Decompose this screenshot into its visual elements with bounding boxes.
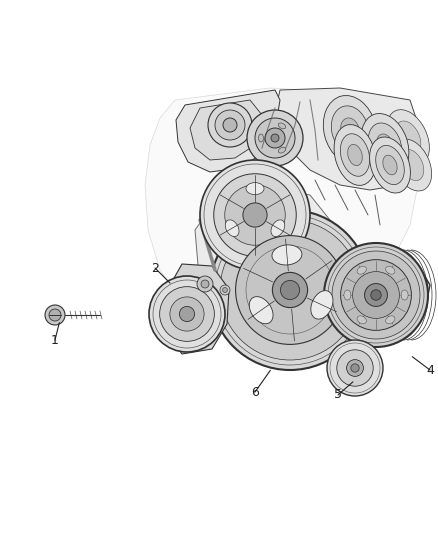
Polygon shape xyxy=(190,100,262,160)
Ellipse shape xyxy=(357,316,366,324)
Text: 5: 5 xyxy=(334,389,342,401)
Text: 6: 6 xyxy=(251,385,259,399)
Circle shape xyxy=(272,272,307,308)
Ellipse shape xyxy=(344,290,351,300)
Circle shape xyxy=(237,203,243,207)
Circle shape xyxy=(49,309,61,321)
Ellipse shape xyxy=(341,118,359,142)
Circle shape xyxy=(332,251,420,339)
Circle shape xyxy=(159,287,214,341)
Ellipse shape xyxy=(272,245,302,265)
Circle shape xyxy=(305,290,315,300)
Ellipse shape xyxy=(385,316,395,324)
Ellipse shape xyxy=(383,155,397,175)
Ellipse shape xyxy=(385,266,395,274)
Circle shape xyxy=(271,134,279,142)
Circle shape xyxy=(225,185,285,245)
Circle shape xyxy=(200,160,310,270)
Ellipse shape xyxy=(323,95,377,165)
Ellipse shape xyxy=(377,134,393,156)
Circle shape xyxy=(149,276,225,352)
Circle shape xyxy=(197,276,213,292)
Ellipse shape xyxy=(368,123,402,167)
Ellipse shape xyxy=(395,121,421,155)
Circle shape xyxy=(346,360,364,376)
Circle shape xyxy=(170,297,204,331)
Circle shape xyxy=(243,203,267,227)
Circle shape xyxy=(327,340,383,396)
Circle shape xyxy=(247,110,303,166)
Text: 1: 1 xyxy=(51,334,59,346)
Circle shape xyxy=(45,305,65,325)
Circle shape xyxy=(201,280,209,288)
Circle shape xyxy=(341,260,411,330)
Ellipse shape xyxy=(311,290,333,319)
Circle shape xyxy=(208,103,252,147)
Ellipse shape xyxy=(376,146,404,184)
Circle shape xyxy=(337,350,373,386)
Ellipse shape xyxy=(258,134,264,142)
Text: 2: 2 xyxy=(151,262,159,274)
Ellipse shape xyxy=(225,220,239,237)
Circle shape xyxy=(180,306,194,321)
Circle shape xyxy=(223,118,237,132)
Ellipse shape xyxy=(249,297,273,324)
Circle shape xyxy=(307,293,312,297)
Circle shape xyxy=(236,236,344,344)
Ellipse shape xyxy=(400,149,424,181)
Circle shape xyxy=(265,128,285,148)
Circle shape xyxy=(353,272,399,318)
Circle shape xyxy=(215,110,245,140)
Circle shape xyxy=(371,290,381,300)
Polygon shape xyxy=(195,185,330,320)
Polygon shape xyxy=(328,255,430,338)
Circle shape xyxy=(223,287,227,293)
Circle shape xyxy=(280,280,300,300)
Polygon shape xyxy=(176,90,280,172)
Circle shape xyxy=(220,220,360,360)
Circle shape xyxy=(351,364,359,372)
Circle shape xyxy=(220,285,230,295)
Ellipse shape xyxy=(278,147,286,153)
Circle shape xyxy=(214,174,296,256)
Polygon shape xyxy=(276,88,420,190)
Circle shape xyxy=(364,284,388,306)
Ellipse shape xyxy=(370,137,410,193)
Circle shape xyxy=(210,210,370,370)
Ellipse shape xyxy=(278,123,286,129)
Ellipse shape xyxy=(246,183,264,195)
Ellipse shape xyxy=(392,139,432,191)
Ellipse shape xyxy=(361,114,409,176)
Circle shape xyxy=(235,200,245,210)
Ellipse shape xyxy=(334,125,376,185)
Circle shape xyxy=(300,205,310,215)
Circle shape xyxy=(303,207,307,213)
Polygon shape xyxy=(165,264,229,354)
Ellipse shape xyxy=(387,110,429,166)
Circle shape xyxy=(324,243,428,347)
Circle shape xyxy=(255,118,295,158)
Polygon shape xyxy=(145,88,420,330)
Ellipse shape xyxy=(401,290,408,300)
Text: 4: 4 xyxy=(426,364,434,376)
Ellipse shape xyxy=(271,220,285,237)
Ellipse shape xyxy=(357,266,366,274)
Ellipse shape xyxy=(348,144,362,166)
Ellipse shape xyxy=(340,134,370,176)
Ellipse shape xyxy=(331,106,369,154)
